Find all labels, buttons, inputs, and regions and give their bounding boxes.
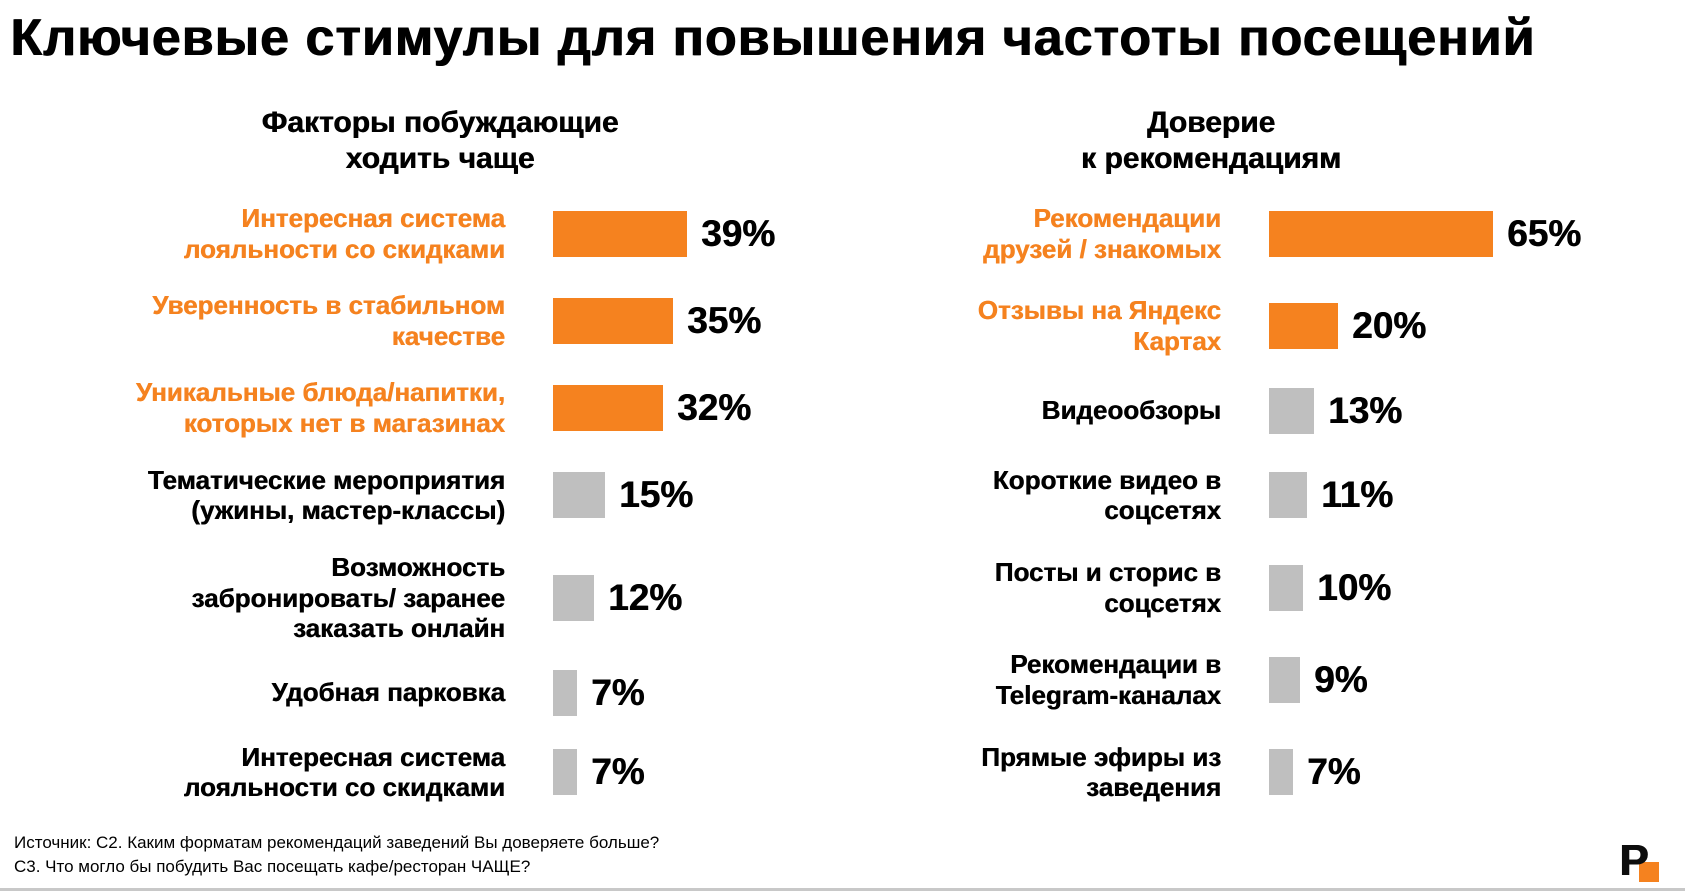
bar-label: Посты и сторис в соцсетях <box>994 556 1221 618</box>
page-title: Ключевые стимулы для повышения частоты п… <box>10 9 1536 67</box>
bar-label: Возможность забронировать/ заранее заказ… <box>191 551 505 644</box>
bar-label: Рекомендации в Telegram-каналах <box>995 649 1221 710</box>
brand-logo: P <box>1617 836 1661 885</box>
chart-row: Уверенность в стабильном качестве 35% <box>95 290 785 351</box>
bar-value: 65% <box>1507 212 1582 254</box>
source-note: Источник: С2. Каким форматам рекомендаци… <box>14 831 659 879</box>
bar-value: 20% <box>1352 305 1427 346</box>
bar-label: Видеообзоры <box>1041 395 1221 426</box>
bar-label: Интересная система лояльности со скидкам… <box>183 203 505 264</box>
chart-row: Интересная система лояльности со скидкам… <box>95 742 785 803</box>
bottom-divider <box>0 888 1685 891</box>
chart-factors: Факторы побуждающие ходить чаще Интересн… <box>95 105 785 803</box>
logo-orange-square <box>1639 862 1659 882</box>
chart-row: Удобная парковка 7% <box>95 669 785 716</box>
bar-label: Удобная парковка <box>271 677 505 708</box>
chart-row: Видеообзоры 13% <box>866 387 1556 434</box>
bar <box>1269 564 1303 611</box>
bar <box>1269 472 1307 519</box>
bar <box>1269 303 1338 349</box>
bar-label: Отзывы на Яндекс Картах <box>977 295 1221 356</box>
logo-letter: P <box>1619 836 1649 885</box>
source-note-line1: Источник: С2. Каким форматам рекомендаци… <box>14 833 660 853</box>
bar <box>553 210 687 257</box>
bar <box>553 749 577 796</box>
bar <box>553 574 594 621</box>
chart-row: Возможность забронировать/ заранее заказ… <box>95 552 785 644</box>
source-note-line2: С3. Что могло бы побудить Вас посещать к… <box>14 857 531 877</box>
bar-value: 10% <box>1317 566 1392 608</box>
bar-label: Рекомендации друзей / знакомых <box>982 203 1221 264</box>
bar-value: 7% <box>591 751 645 793</box>
bar <box>1269 656 1300 703</box>
bar-label: Интересная система лояльности со скидкам… <box>183 741 505 803</box>
bar-value: 35% <box>687 299 762 341</box>
bar-value: 13% <box>1328 389 1403 431</box>
chart-row: Рекомендации в Telegram-каналах 9% <box>866 649 1556 710</box>
chart-row: Посты и сторис в соцсетях 10% <box>866 557 1556 618</box>
chart-row: Интересная система лояльности со скидкам… <box>95 203 785 264</box>
bar <box>553 385 663 432</box>
chart-trust-subtitle: Доверие к рекомендациям <box>1080 106 1342 175</box>
chart-row: Короткие видео в соцсетях 11% <box>866 465 1556 526</box>
bar-value: 9% <box>1314 658 1368 700</box>
bar-label: Короткие видео в соцсетях <box>992 464 1221 526</box>
bar-value: 15% <box>619 474 694 516</box>
chart-trust: Доверие к рекомендациям Рекомендации дру… <box>866 105 1581 803</box>
chart-factors-subtitle: Факторы побуждающие ходить чаще <box>261 106 619 175</box>
bar-value: 12% <box>608 576 683 618</box>
bar-label: Тематические мероприятия (ужины, мастер-… <box>147 464 505 526</box>
bar <box>1269 210 1493 257</box>
chart-row: Прямые эфиры из заведения 7% <box>866 742 1556 803</box>
bar-value: 39% <box>701 212 776 254</box>
chart-trust-rows: Рекомендации друзей / знакомых 65% Отзыв… <box>866 203 1581 803</box>
bar <box>1269 387 1314 434</box>
bar-value: 32% <box>677 387 752 429</box>
chart-row: Тематические мероприятия (ужины, мастер-… <box>95 465 785 526</box>
bar-value: 7% <box>1307 751 1361 793</box>
chart-row: Отзывы на Яндекс Картах 20% <box>866 295 1556 356</box>
bar <box>553 669 577 716</box>
bar <box>1269 749 1293 796</box>
bar-label: Прямые эфиры из заведения <box>981 741 1221 803</box>
chart-row: Уникальные блюда/напитки, которых нет в … <box>95 377 785 438</box>
chart-factors-rows: Интересная система лояльности со скидкам… <box>95 203 785 803</box>
bar-value: 7% <box>591 671 645 713</box>
bar-label: Уверенность в стабильном качестве <box>152 290 505 351</box>
bar <box>553 472 605 519</box>
bar <box>553 297 673 344</box>
bar-value: 11% <box>1321 474 1394 516</box>
chart-row: Рекомендации друзей / знакомых 65% <box>866 203 1581 264</box>
bar-label: Уникальные блюда/напитки, которых нет в … <box>135 377 505 439</box>
